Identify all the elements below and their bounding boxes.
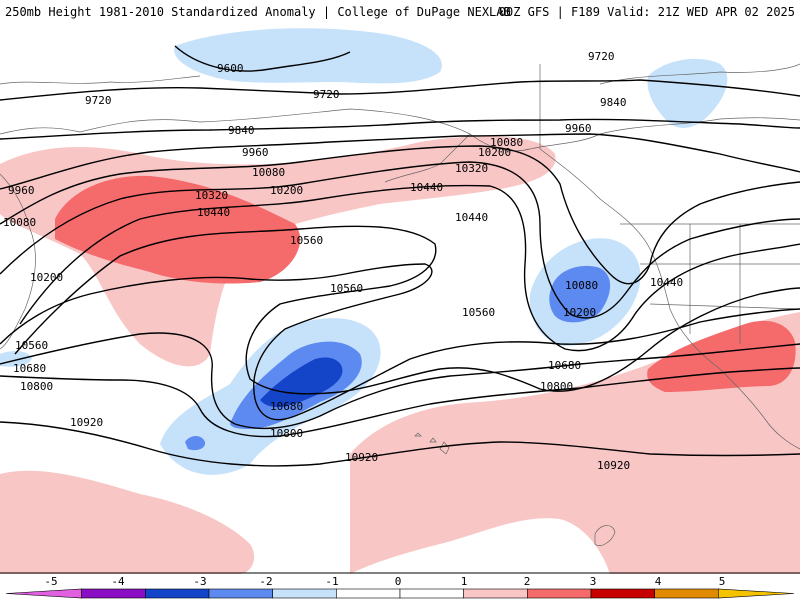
contour-label: 10080 — [490, 136, 523, 149]
colorbar-tick: -2 — [259, 575, 272, 588]
contour-label: 9840 — [228, 124, 255, 137]
contour-label: 10080 — [252, 166, 285, 179]
contour-label: 10440 — [410, 181, 443, 194]
colorbar-tick: -3 — [193, 575, 206, 588]
negative-anomaly-shading — [0, 28, 728, 475]
pos-anomaly-medium-southwest-us — [647, 320, 796, 392]
colorbar: -5 -4 -3 -2 -1 0 1 2 3 4 5 — [5, 575, 795, 599]
neg-anomaly-light-canada — [647, 58, 728, 128]
colorbar-tick: 0 — [395, 575, 402, 588]
contour-label: 10680 — [270, 400, 303, 413]
neg-anomaly-dark-central-pacific — [260, 357, 343, 407]
contour-label: 10440 — [455, 211, 488, 224]
contour-10680 — [0, 332, 800, 430]
colorbar-tick: -4 — [111, 575, 125, 588]
contour-10200 — [0, 161, 800, 319]
contour-10800 — [0, 367, 800, 438]
contour-10440 — [14, 225, 800, 395]
contour-label: 10200 — [30, 271, 63, 284]
contour-label: 10080 — [565, 279, 598, 292]
contour-10320 — [19, 184, 800, 352]
model-run-info: 00Z GFS | F189 Valid: 21Z WED APR 02 202… — [498, 5, 795, 19]
contour-10080 — [0, 145, 800, 285]
contour-label: 10560 — [290, 234, 323, 247]
contour-label: 10920 — [345, 451, 378, 464]
contour-label: 10440 — [197, 206, 230, 219]
colorbar-swatch — [145, 588, 210, 599]
contour-9720-west — [0, 79, 800, 101]
colorbar-tick: 4 — [655, 575, 662, 588]
colorbar-tick: 5 — [719, 575, 726, 588]
contour-label: 10200 — [563, 306, 596, 319]
contour-9840 — [0, 118, 800, 140]
contour-label: 10800 — [270, 427, 303, 440]
pos-anomaly-medium-pacific — [55, 175, 301, 284]
colorbar-swatch — [272, 588, 337, 599]
colorbar-tick: -5 — [44, 575, 57, 588]
neg-anomaly-west-edge — [0, 350, 32, 367]
map-title: 250mb Height 1981-2010 Standardized Anom… — [5, 5, 511, 19]
contour-label: 10560 — [15, 339, 48, 352]
colorbar-swatch — [463, 588, 528, 599]
contour-10560 — [0, 263, 800, 421]
colorbar-swatch — [654, 588, 719, 599]
contour-label: 9720 — [313, 88, 340, 101]
colorbar-swatch — [336, 588, 401, 599]
map-header: 250mb Height 1981-2010 Standardized Anom… — [0, 0, 800, 24]
contour-label: 10560 — [330, 282, 363, 295]
contour-label: 9720 — [85, 94, 112, 107]
contour-label: 10200 — [478, 146, 511, 159]
contour-label: 10440 — [650, 276, 683, 289]
colorbar-tick: 3 — [590, 575, 597, 588]
colorbar-swatch — [590, 588, 655, 599]
height-contours — [0, 45, 800, 467]
colorbar-swatch — [399, 588, 464, 599]
contour-label: 10800 — [540, 380, 573, 393]
colorbar-swatches — [5, 588, 795, 599]
positive-anomaly-shading — [0, 136, 800, 574]
colorbar-tick: -1 — [325, 575, 338, 588]
contour-label: 10920 — [597, 459, 630, 472]
contour-label: 9960 — [242, 146, 269, 159]
colorbar-tick: 1 — [461, 575, 468, 588]
colorbar-swatch — [81, 588, 146, 599]
contour-label: 9600 — [217, 62, 244, 75]
pos-anomaly-light-southwest — [0, 470, 255, 574]
colorbar-ticks: -5 -4 -3 -2 -1 0 1 2 3 4 5 — [44, 575, 725, 588]
contour-label: 10560 — [462, 306, 495, 319]
contour-9960 — [0, 133, 800, 190]
contour-9600 — [174, 45, 351, 72]
contour-label: 9960 — [565, 122, 592, 135]
colorbar-swatch — [208, 588, 273, 599]
coastlines — [0, 63, 800, 546]
contour-labels: 9600 9720 9720 9720 9840 9840 9960 9960 … — [3, 50, 683, 472]
neg-anomaly-small-blob — [185, 436, 206, 451]
colorbar-tick: 2 — [524, 575, 531, 588]
contour-label: 10800 — [20, 380, 53, 393]
colorbar-swatch — [527, 588, 592, 599]
contour-label: 10680 — [548, 359, 581, 372]
contour-label: 10200 — [270, 184, 303, 197]
anomaly-map: 9600 9720 9720 9720 9840 9840 9960 9960 … — [0, 28, 800, 574]
contour-10920 — [0, 421, 800, 467]
neg-anomaly-light-arctic — [174, 28, 442, 84]
contour-label: 10320 — [455, 162, 488, 175]
contour-label: 10080 — [3, 216, 36, 229]
contour-label: 10320 — [195, 189, 228, 202]
contour-label: 9960 — [8, 184, 35, 197]
contour-label: 9720 — [588, 50, 615, 63]
contour-label: 9840 — [600, 96, 627, 109]
colorbar-swatch — [5, 588, 82, 599]
contour-label: 10680 — [13, 362, 46, 375]
contour-label: 10920 — [70, 416, 103, 429]
colorbar-swatch — [718, 588, 795, 599]
